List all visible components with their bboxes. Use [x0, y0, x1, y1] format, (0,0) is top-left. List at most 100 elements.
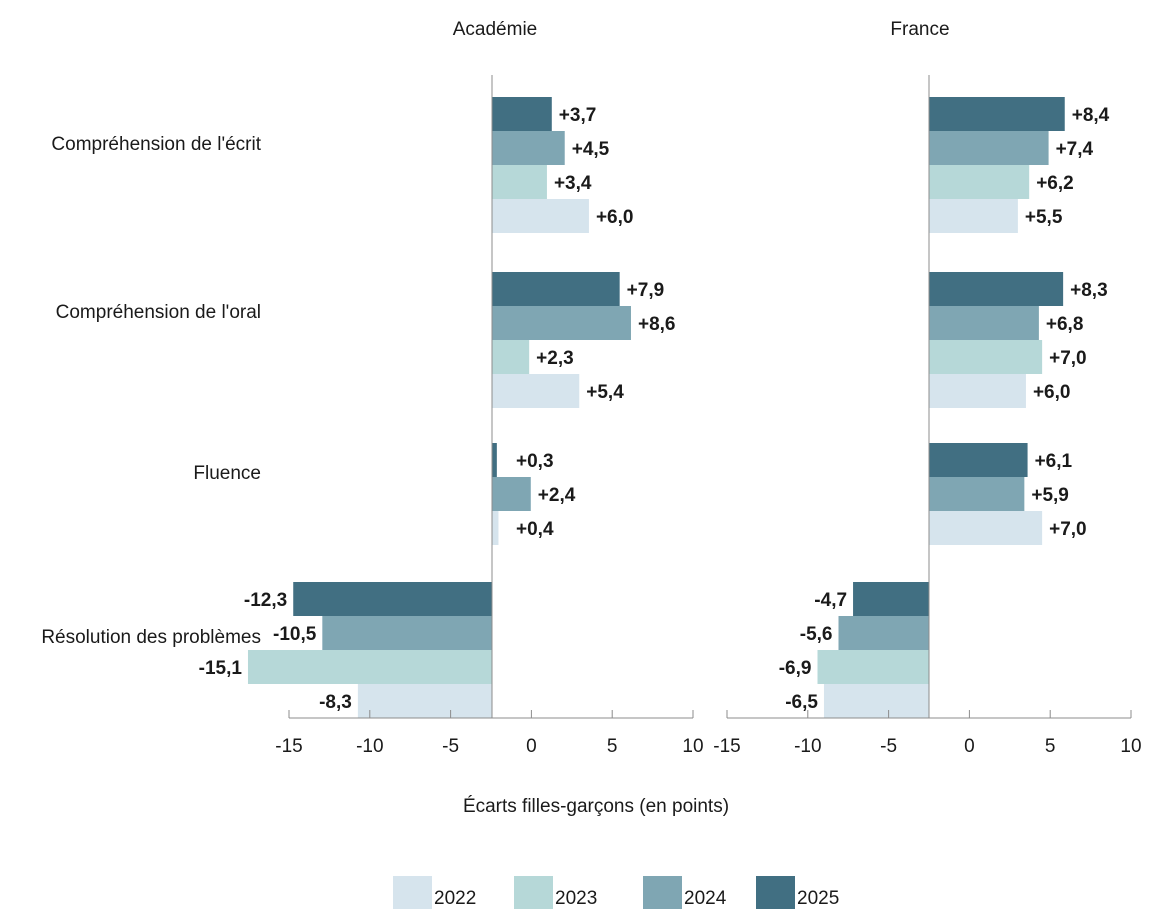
data-label: -4,7	[814, 590, 847, 611]
bar-2024-resolution-des-problemes	[838, 616, 929, 650]
bar-2024-resolution-des-problemes	[322, 616, 492, 650]
legend-label: 2022	[434, 888, 476, 909]
data-label: +8,6	[638, 314, 676, 335]
bar-2022-comprehension-de-l-oral	[492, 374, 580, 408]
bar-2022-resolution-des-problemes	[357, 684, 492, 718]
bars: +8,4 +7,4 +6,2 +5,5 +8,3 +6,8 +7,0 +6,0 +6,1 +5,9…	[779, 97, 1110, 718]
x-tick-label: -10	[794, 736, 821, 757]
data-label: +3,7	[559, 105, 597, 126]
legend-item-2023: 2023	[514, 876, 597, 909]
legend-swatch	[393, 876, 432, 909]
bar-2022-resolution-des-problemes	[823, 684, 929, 718]
data-label: -6,9	[779, 658, 812, 679]
bar-2023-resolution-des-problemes	[247, 650, 492, 684]
legend-swatch	[514, 876, 553, 909]
legend: 2022 2023 2024 2025	[393, 876, 839, 909]
bar-2022-fluence	[492, 511, 499, 545]
category-label-fluence: Fluence	[193, 463, 261, 484]
data-label: +6,2	[1036, 173, 1074, 194]
data-label: -6,5	[785, 692, 818, 713]
bar-2025-comprehension-de-l-oral	[929, 272, 1064, 306]
panel-title: France	[890, 19, 949, 40]
bar-2024-comprehension-de-l-oral	[929, 306, 1039, 340]
data-label: +6,0	[1033, 382, 1071, 403]
x-tick-label: 5	[1045, 736, 1056, 757]
bar-2023-comprehension-de-l-oral	[929, 340, 1043, 374]
x-tick-label: -10	[356, 736, 383, 757]
x-axis-title: Écarts filles-garçons (en points)	[463, 796, 729, 817]
bar-2022-comprehension-de-l-ecrit	[929, 199, 1018, 233]
legend-label: 2023	[555, 888, 597, 909]
bar-2024-comprehension-de-l-ecrit	[492, 131, 565, 165]
legend-swatch	[643, 876, 682, 909]
data-label: +8,4	[1072, 105, 1110, 126]
bar-2025-resolution-des-problemes	[293, 582, 492, 616]
bar-2025-comprehension-de-l-ecrit	[929, 97, 1065, 131]
data-label: +6,1	[1035, 451, 1073, 472]
data-label: +7,0	[1049, 348, 1087, 369]
panel-academie: Académie +3,7 +4,5 +3,4+6,0 +7,9 +8,6 +2,3 +5,4…	[199, 19, 704, 757]
bar-2023-comprehension-de-l-ecrit	[492, 165, 547, 199]
category-label-comprehension-de-l-ecrit: Compréhension de l'écrit	[51, 134, 261, 155]
panel-title: Académie	[453, 19, 538, 40]
data-label: -5,6	[800, 624, 833, 645]
data-label: +7,4	[1056, 139, 1094, 160]
bar-2022-comprehension-de-l-ecrit	[492, 199, 589, 233]
data-label: +4,5	[572, 139, 610, 160]
legend-swatch	[756, 876, 795, 909]
x-tick-label: -15	[713, 736, 740, 757]
bar-2025-comprehension-de-l-oral	[492, 272, 620, 306]
bar-2022-fluence	[929, 511, 1043, 545]
data-label: +5,5	[1025, 207, 1063, 228]
legend-label: 2025	[797, 888, 839, 909]
bar-2025-comprehension-de-l-ecrit	[492, 97, 552, 131]
data-label: -10,5	[273, 624, 317, 645]
data-label: +5,4	[586, 382, 624, 403]
chart-panels: Académie+3,7+4,5+3,4+6,0+7,9+8,6+2,3+5,4…	[199, 19, 1142, 757]
legend-label: 2024	[684, 888, 727, 909]
data-label: +8,3	[1070, 280, 1108, 301]
x-axis: -15 -10 -5 0 5 10	[713, 710, 1142, 757]
data-label: -15,1	[199, 658, 243, 679]
x-tick-label: -5	[442, 736, 459, 757]
x-tick-label: 10	[1120, 736, 1141, 757]
x-axis: -15 -10 -5 0 5 10	[275, 710, 704, 757]
legend-item-2022: 2022	[393, 876, 476, 909]
bar-2023-comprehension-de-l-oral	[492, 340, 530, 374]
bar-2023-comprehension-de-l-ecrit	[929, 165, 1030, 199]
legend-item-2025: 2025	[756, 876, 839, 909]
x-tick-label: 10	[682, 736, 703, 757]
data-label: +6,8	[1046, 314, 1084, 335]
category-label-comprehension-de-l-oral: Compréhension de l'oral	[56, 302, 261, 323]
bars: +3,7 +4,5 +3,4+6,0 +7,9 +8,6 +2,3 +5,4 +0,3 +2,4…	[199, 97, 676, 718]
x-tick-label: -5	[880, 736, 897, 757]
bar-2025-fluence	[492, 443, 497, 477]
data-label: +2,4	[538, 485, 576, 506]
x-tick-label: 5	[607, 736, 618, 757]
bar-2023-resolution-des-problemes	[817, 650, 929, 684]
bar-2022-comprehension-de-l-oral	[929, 374, 1026, 408]
data-label: +0,4	[516, 519, 554, 540]
x-tick-label: -15	[275, 736, 302, 757]
data-label: -8,3	[319, 692, 352, 713]
data-label: +7,0	[1049, 519, 1087, 540]
category-label-resolution-des-problemes: Résolution des problèmes	[41, 627, 261, 648]
data-label: +2,3	[536, 348, 574, 369]
bar-2024-comprehension-de-l-oral	[492, 306, 631, 340]
data-label: +3,4	[554, 173, 592, 194]
data-label: +0,3	[516, 451, 554, 472]
data-label: +6,0	[596, 207, 634, 228]
bar-2024-fluence	[929, 477, 1025, 511]
x-tick-label: 0	[964, 736, 975, 757]
category-labels: Compréhension de l'écrit Compréhension de…	[41, 134, 261, 648]
bar-2024-comprehension-de-l-ecrit	[929, 131, 1049, 165]
x-tick-label: 0	[526, 736, 537, 757]
bar-2025-resolution-des-problemes	[853, 582, 929, 616]
data-label: +7,9	[627, 280, 665, 301]
panel-france: France +8,4 +7,4 +6,2 +5,5 +8,3 +6,8 +7,0 +6,0 +6…	[713, 19, 1141, 757]
bar-2024-fluence	[492, 477, 531, 511]
bar-2025-fluence	[929, 443, 1028, 477]
legend-item-2024: 2024	[643, 876, 727, 909]
data-label: +5,9	[1031, 485, 1069, 506]
